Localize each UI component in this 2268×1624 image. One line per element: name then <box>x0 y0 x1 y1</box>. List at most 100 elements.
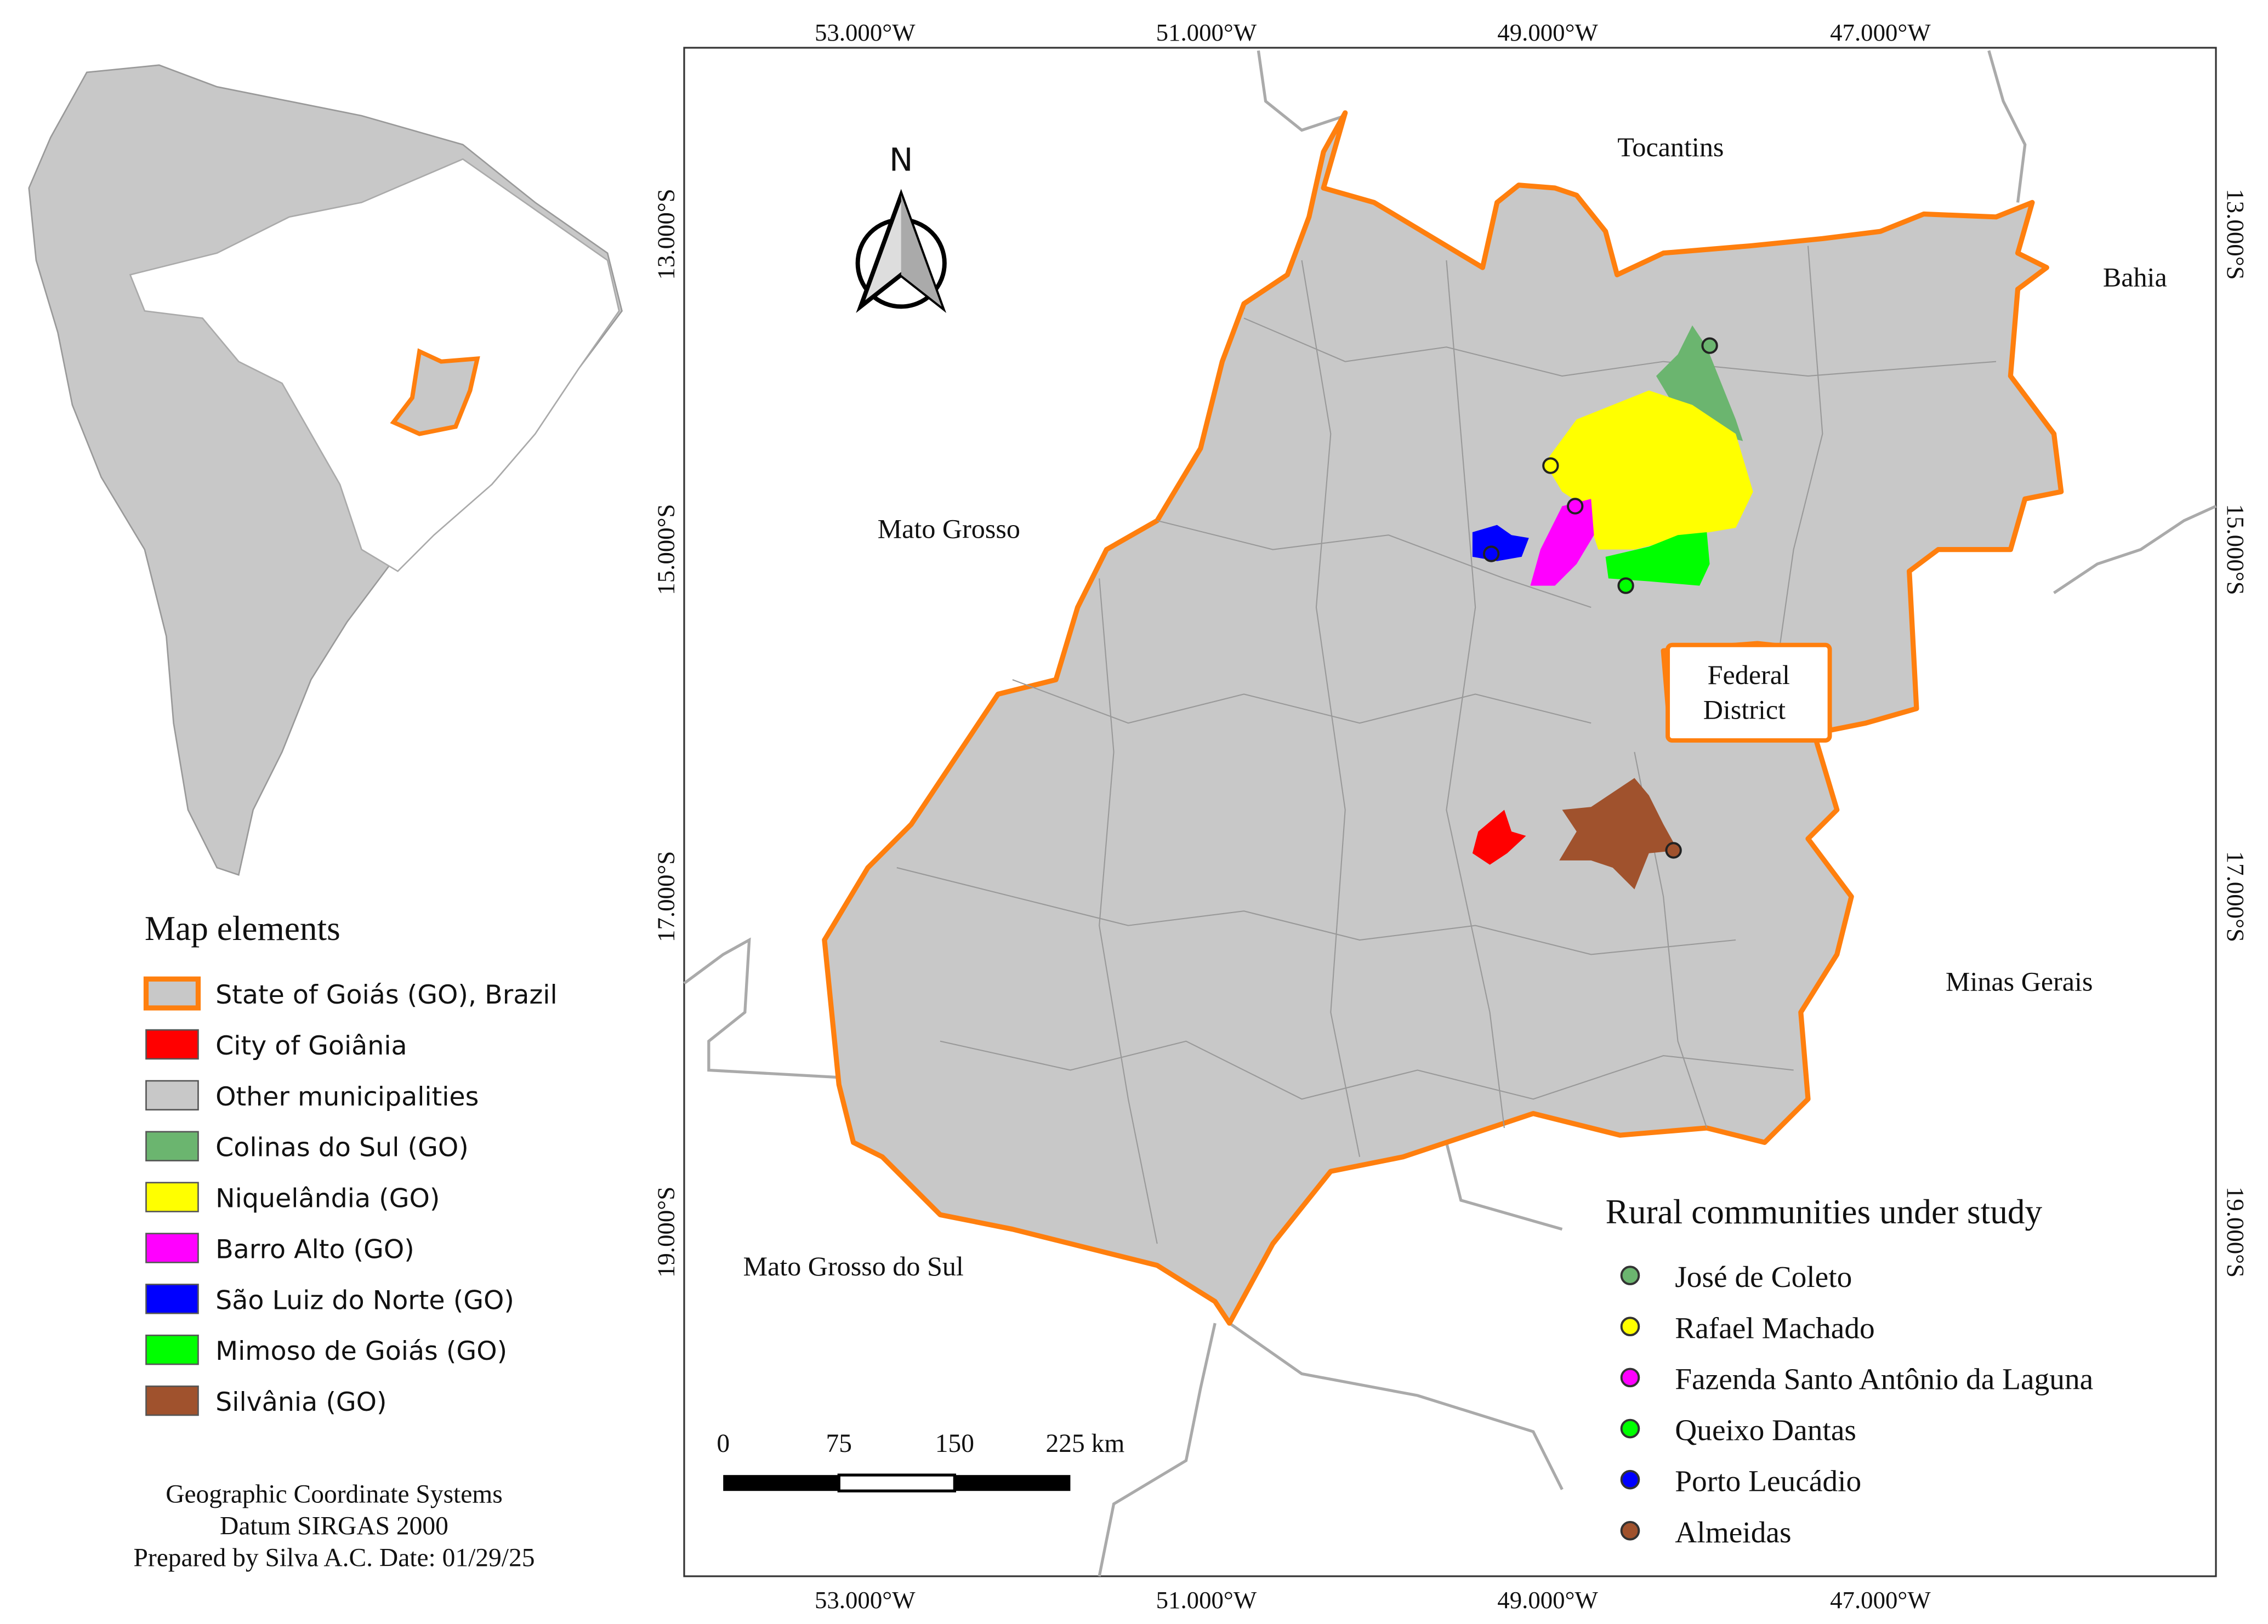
goias-state <box>822 110 2064 1326</box>
longitude-label: 51.000°W <box>1156 1586 1257 1614</box>
scale-label: 0 <box>717 1429 730 1458</box>
neighbor-borders <box>683 50 2217 1577</box>
legend-label: Niquelândia (GO) <box>215 1184 440 1214</box>
latitude-label: 15.000°S <box>2222 504 2249 595</box>
legend-label: São Luiz do Norte (GO) <box>215 1285 514 1315</box>
legend-swatch <box>145 1131 199 1161</box>
legend-swatch <box>145 1335 199 1365</box>
goiania <box>1472 810 1526 865</box>
community-swatch <box>1620 1266 1640 1285</box>
scale-segment <box>954 1475 1071 1491</box>
community-label: Almeidas <box>1675 1515 1791 1549</box>
region-label: Minas Gerais <box>1946 966 2093 996</box>
longitude-label: 47.000°W <box>1830 19 1931 46</box>
legend-swatch <box>145 1080 199 1111</box>
credit-line: Prepared by Silva A.C. Date: 01/29/25 <box>133 1543 535 1572</box>
latitude-label: 15.000°S <box>652 504 679 595</box>
municipal-line <box>1243 317 1997 377</box>
south-america <box>28 64 623 876</box>
barro-alto <box>1530 499 1594 586</box>
community-swatch <box>1620 1469 1640 1490</box>
goias-inset <box>390 348 480 436</box>
longitude-label: 51.000°W <box>1156 19 1257 46</box>
silvania <box>1559 778 1678 890</box>
north-arrow-needle-half <box>901 195 942 307</box>
legend-swatch <box>145 1029 199 1060</box>
border-line <box>1987 50 2027 203</box>
municipalities <box>1472 325 1753 890</box>
community-swatch <box>1620 1367 1640 1388</box>
scale-label: 150 <box>935 1429 974 1458</box>
community-points <box>1483 337 1718 859</box>
community-point <box>1567 498 1584 515</box>
region-label: District <box>1703 694 1786 725</box>
region-label: Mato Grosso do Sul <box>743 1251 964 1281</box>
latitude-label: 13.000°S <box>652 189 679 280</box>
longitude-label: 53.000°W <box>815 1586 916 1614</box>
scale-label: 225 km <box>1046 1429 1125 1458</box>
credit-line: Datum SIRGAS 2000 <box>220 1512 448 1540</box>
legend-swatch <box>145 1233 199 1263</box>
legend-title: Map elements <box>145 909 340 948</box>
north-arrow: N <box>855 141 947 314</box>
legend-label: Colinas do Sul (GO) <box>215 1133 469 1163</box>
north-label: N <box>889 141 913 178</box>
latitude-label: 17.000°S <box>2222 851 2249 942</box>
legend-label: Silvânia (GO) <box>215 1387 386 1417</box>
legend-label: State of Goiás (GO), Brazil <box>215 980 558 1010</box>
region-label: Federal <box>1708 659 1790 690</box>
border-line <box>2053 505 2217 594</box>
border-line <box>1257 50 1346 132</box>
credit-line: Geographic Coordinate Systems <box>166 1480 503 1508</box>
border-line <box>683 937 839 1079</box>
legend-swatch <box>143 976 201 1011</box>
region-label: Bahia <box>2103 261 2167 292</box>
longitude-label: 53.000°W <box>815 19 916 46</box>
legend-label: City of Goiânia <box>215 1031 407 1061</box>
community-point <box>1665 842 1682 859</box>
legend-label: Barro Alto (GO) <box>215 1234 414 1264</box>
scale-label: 75 <box>826 1429 852 1458</box>
municipal-lines <box>896 246 1997 1244</box>
community-point <box>1701 337 1718 354</box>
community-label: Queixo Dantas <box>1675 1414 1856 1447</box>
border-line <box>1098 1323 1217 1577</box>
municipal-line <box>896 867 1736 955</box>
legend-label: Other municipalities <box>215 1082 479 1112</box>
municipal-line <box>1012 679 1591 724</box>
federal-district-box <box>1666 642 1832 743</box>
border-line <box>1229 1142 1564 1490</box>
latitude-label: 17.000°S <box>652 851 679 942</box>
legend-swatch <box>145 1284 199 1314</box>
community-label: Fazenda Santo Antônio da Laguna <box>1675 1362 2093 1395</box>
community-swatch <box>1620 1520 1640 1541</box>
community-label: Porto Leucádio <box>1675 1465 1861 1498</box>
longitude-label: 49.000°W <box>1497 1586 1598 1614</box>
municipal-line <box>1778 246 1823 651</box>
community-point <box>1617 577 1634 594</box>
community-swatch <box>1620 1317 1640 1337</box>
community-point <box>1483 545 1500 562</box>
latitude-label: 19.000°S <box>652 1187 679 1278</box>
scale-bar <box>723 1473 1071 1492</box>
municipal-line <box>1301 260 1361 1157</box>
niquelandia <box>1544 390 1753 550</box>
region-label: Tocantins <box>1617 132 1724 162</box>
scale-segment <box>723 1475 839 1491</box>
latitude-label: 19.000°S <box>2222 1187 2249 1278</box>
municipal-line <box>940 1040 1794 1100</box>
longitude-label: 49.000°W <box>1497 19 1598 46</box>
communities-title: Rural communities under study <box>1606 1193 2043 1231</box>
municipal-line <box>1099 578 1158 1244</box>
municipal-line <box>1157 520 1591 608</box>
brazil <box>129 158 620 572</box>
latitude-label: 13.000°S <box>2222 189 2249 280</box>
longitude-label: 47.000°W <box>1830 1586 1931 1614</box>
mimoso-de-goias <box>1605 532 1710 586</box>
municipal-line <box>1446 260 1505 1129</box>
legend-swatch <box>145 1385 199 1416</box>
community-point <box>1542 457 1559 474</box>
community-swatch <box>1620 1418 1640 1439</box>
